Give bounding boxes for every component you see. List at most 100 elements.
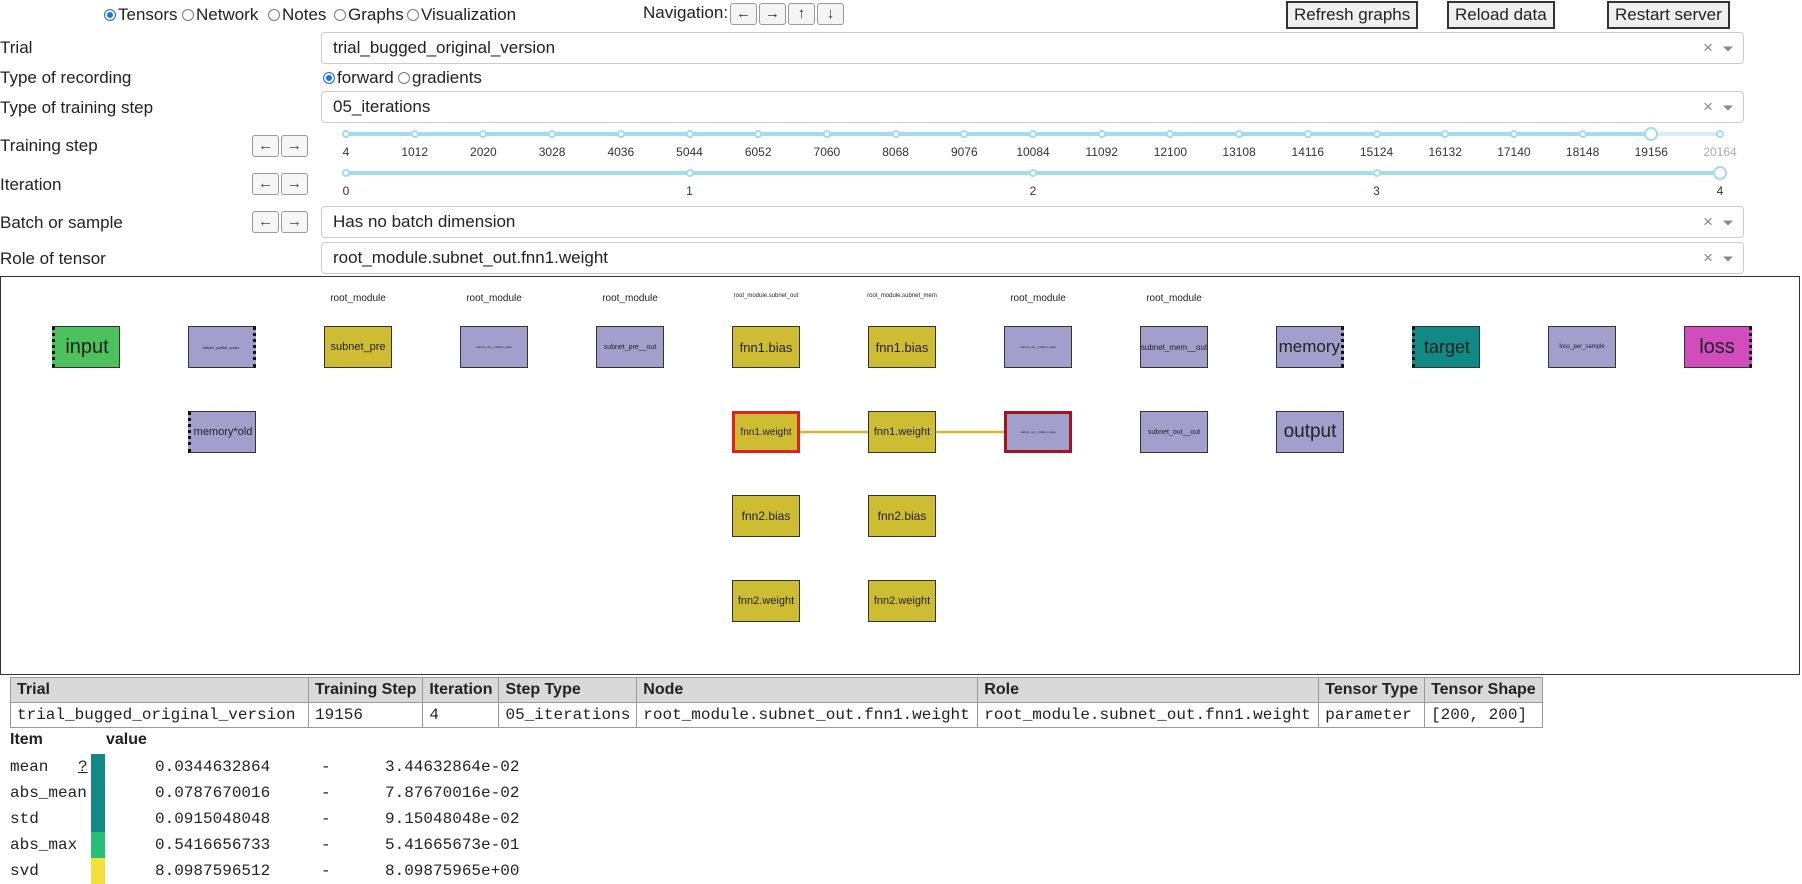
clear-icon[interactable]: × [1703,212,1713,231]
stats-value-scientific: 9.15048048e-02 [385,810,520,828]
radio-icon[interactable] [182,9,194,21]
iteration-slider[interactable]: 0 1 2 3 4 [342,166,1727,201]
clear-icon[interactable]: × [1703,97,1713,116]
tab-notes[interactable]: Notes [268,5,326,25]
radio-icon[interactable] [323,72,335,84]
tab-graphs[interactable]: Graphs [334,5,404,25]
training-step-slider[interactable]: 4 1012 2020 3028 4036 5044 6052 7060 8068 9076 100… [342,127,1737,162]
node-subnet-mem-out[interactable]: subnet_mem__out [1140,326,1208,368]
node-subnet-out-out[interactable]: subnet_out__out [1140,411,1208,453]
nav-down-button[interactable]: ↓ [817,3,844,25]
node-memory[interactable]: memory [1276,326,1344,368]
node-subnet-pre[interactable]: subnet_pre [324,326,392,368]
iteration-slider-mark-dot[interactable] [1372,169,1381,177]
node-subnet-out-fnn1-weight-selected[interactable]: fnn1.weight [732,411,800,453]
training-step-slider-mark-dot[interactable] [754,130,763,138]
training-step-slider-mark-dot[interactable] [960,130,969,138]
chevron-down-icon[interactable] [1723,220,1733,226]
training-step-slider-mark-dot[interactable] [685,130,694,138]
training-step-slider-mark-dot[interactable] [1578,130,1587,138]
training-step-slider-mark-dot[interactable] [1441,130,1450,138]
training-step-slider-mark-dot[interactable] [1716,130,1724,138]
training-step-slider-mark-dot[interactable] [1372,130,1381,138]
radio-icon[interactable] [268,9,280,21]
node-subnet-out-hidden-state-linked[interactable]: subnet_out__hidden_state [1004,411,1072,453]
stats-separator: - [321,758,331,776]
radio-icon[interactable] [407,9,419,21]
recording-forward-option[interactable]: forward [323,68,394,88]
iteration-slider-handle[interactable] [1713,166,1727,180]
node-subnet-out-fnn2-weight[interactable]: fnn2.weight [732,580,800,622]
node-loss-per-sample[interactable]: loss_per_sample [1548,326,1616,368]
node-subnet-pre-out[interactable]: subnet_pre__out [596,326,664,368]
trial-dropdown[interactable]: trial_bugged_original_version × [321,32,1744,64]
tab-visualization[interactable]: Visualization [407,5,516,25]
training-step-slider-mark-dot[interactable] [1235,130,1244,138]
iteration-prev-button[interactable]: ← [252,173,279,195]
node-loss[interactable]: loss [1684,326,1752,368]
column-header: Iteration [422,677,500,703]
nav-up-button[interactable]: ↑ [788,3,815,25]
node-subnet-out-fnn2-bias[interactable]: fnn2.bias [732,495,800,537]
training-step-slider-mark-dot[interactable] [891,130,900,138]
batch-prev-button[interactable]: ← [252,211,279,233]
iteration-next-button[interactable]: → [281,173,308,195]
chevron-down-icon[interactable] [1723,256,1733,262]
training-step-slider-mark-dot[interactable] [342,130,350,138]
clear-icon[interactable]: × [1703,38,1713,57]
training-step-slider-mark-dot[interactable] [548,130,557,138]
training-step-slider-tick-label: 6052 [744,145,772,159]
radio-icon[interactable] [398,72,410,84]
chevron-down-icon[interactable] [1723,46,1733,52]
training-step-slider-mark-dot[interactable] [410,130,419,138]
nav-right-button[interactable]: → [759,3,786,25]
training-step-prev-button[interactable]: ← [252,135,279,157]
training-step-next-button[interactable]: → [281,135,308,157]
iteration-slider-mark-dot[interactable] [342,169,350,177]
role-dropdown[interactable]: root_module.subnet_out.fnn1.weight × [321,242,1744,274]
tab-network[interactable]: Network [182,5,258,25]
column-header: Node [636,677,979,703]
clear-icon[interactable]: × [1703,248,1713,267]
training-step-slider-mark-dot[interactable] [822,130,831,138]
chevron-down-icon[interactable] [1723,105,1733,111]
recording-gradients-option[interactable]: gradients [398,68,482,88]
node-subnet-mem-fnn1-bias[interactable]: fnn1.bias [868,326,936,368]
refresh-graphs-button[interactable]: Refresh graphs [1286,1,1419,29]
node-subnet-pre-hidden-state[interactable]: subnet_pre__hidden_state [460,326,528,368]
reload-data-button[interactable]: Reload data [1447,1,1555,29]
batch-dropdown[interactable]: Has no batch dimension × [321,206,1744,238]
node-subnet-mem-fnn2-weight[interactable]: fnn2.weight [868,580,936,622]
help-link[interactable]: ? [78,758,88,776]
node-subnet-mem-fnn1-weight[interactable]: fnn1.weight [868,411,936,453]
training-step-slider-handle[interactable] [1644,127,1659,141]
node-output[interactable]: output [1276,411,1344,453]
training-step-slider-mark-dot[interactable] [479,130,488,138]
node-memory-old[interactable]: memory*old [188,411,256,453]
training-step-slider-mark-dot[interactable] [1166,130,1175,138]
restart-server-button[interactable]: Restart server [1607,1,1730,29]
training-step-slider-mark-dot[interactable] [1303,130,1312,138]
radio-icon[interactable] [104,9,116,21]
nav-left-button[interactable]: ← [730,3,757,25]
radio-icon[interactable] [334,9,346,21]
batch-next-button[interactable]: → [281,211,308,233]
training-step-slider-mark-dot[interactable] [1097,130,1106,138]
training-step-slider-track[interactable] [346,132,1652,136]
stats-row: mean? 0.0344632864 - 3.44632864e-02 [10,754,570,780]
column-header: Step Type [498,677,638,703]
node-helper-partial-sums[interactable]: helper_partial_sums [188,326,256,368]
node-subnet-mem-fnn2-bias[interactable]: fnn2.bias [868,495,936,537]
node-subnet-out-fnn1-bias[interactable]: fnn1.bias [732,326,800,368]
tab-tensors[interactable]: Tensors [104,5,178,25]
training-step-slider-mark-dot[interactable] [616,130,625,138]
node-target[interactable]: target [1412,326,1480,368]
iteration-slider-mark-dot[interactable] [1029,169,1037,177]
training-step-slider-mark-dot[interactable] [1509,130,1518,138]
node-input[interactable]: input [52,326,120,368]
training-step-slider-mark-dot[interactable] [1029,130,1037,138]
step-type-dropdown[interactable]: 05_iterations × [321,91,1744,123]
iteration-slider-mark-dot[interactable] [685,169,694,177]
stats-panel: Item value mean? 0.0344632864 - 3.44632864e… [10,728,570,884]
node-subnet-out-hidden-state[interactable]: subnet_out__hidden_state [1004,326,1072,368]
